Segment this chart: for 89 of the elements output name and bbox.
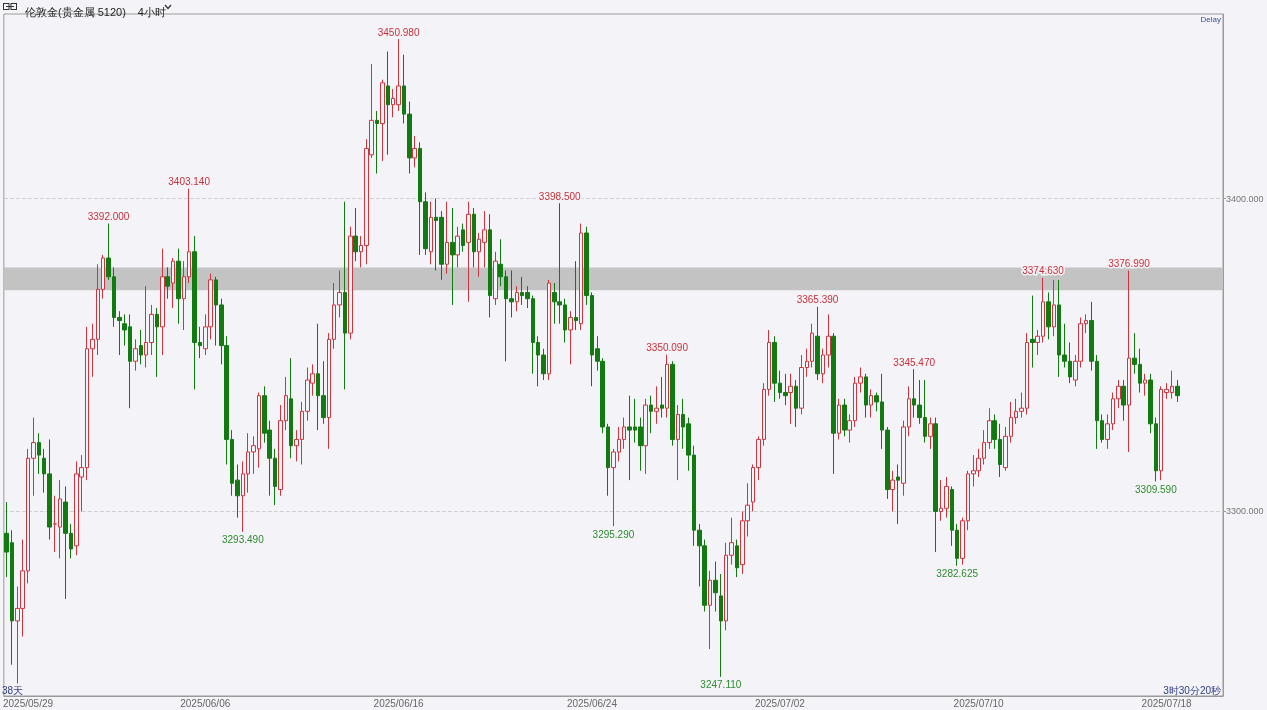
candlestick xyxy=(831,332,836,475)
candlestick xyxy=(933,417,938,553)
candlestick xyxy=(719,573,723,678)
candlestick xyxy=(579,223,583,331)
annotation: 3398.500 xyxy=(538,190,582,202)
candlestick xyxy=(466,201,471,303)
candlestick xyxy=(788,373,793,425)
x-tick-label: 2025/06/24 xyxy=(566,697,618,709)
candlestick xyxy=(171,257,175,309)
candlestick xyxy=(386,51,390,156)
x-tick-label: 2025/06/16 xyxy=(373,697,425,709)
candlestick xyxy=(713,560,718,613)
candlestick xyxy=(708,570,712,650)
annotation: 3403.140 xyxy=(168,176,211,188)
text: Delay xyxy=(1200,14,1221,24)
candlestick xyxy=(864,373,868,419)
candlestick xyxy=(890,470,895,512)
candlestick xyxy=(37,432,41,475)
annotation: 3293.490 xyxy=(221,534,265,546)
chart-subtitle: 4小时 xyxy=(137,5,166,18)
candlestick xyxy=(493,251,498,306)
candlestick xyxy=(665,354,669,419)
annotation: 3365.390 xyxy=(796,294,839,306)
y-tick-label: 3300.000 xyxy=(1226,506,1264,517)
candlestick xyxy=(455,226,460,268)
candlestick xyxy=(165,266,170,300)
candlestick xyxy=(815,306,820,381)
x-tick-label: 2025/07/18 xyxy=(1141,697,1193,709)
annotation: 3345.470 xyxy=(893,356,936,368)
annotation: 3374.630 xyxy=(1022,265,1065,277)
candlestick xyxy=(547,279,551,381)
y-tick-label: 3400.000 xyxy=(1226,193,1264,204)
x-tick-label: 2025/05/29 xyxy=(2,697,54,709)
annotation: 3247.110 xyxy=(700,679,742,691)
candlestick xyxy=(488,213,492,318)
candlestick xyxy=(1046,291,1051,340)
candlestick xyxy=(155,307,159,378)
candlestick xyxy=(348,226,353,340)
chart-title: 伦敦金(贵金属 5120) xyxy=(25,5,126,18)
x-tick-label: 2025/07/02 xyxy=(754,697,806,709)
candlestick xyxy=(472,207,476,268)
candlestick xyxy=(649,395,653,434)
candlestick xyxy=(343,201,347,390)
candlestick xyxy=(896,464,900,525)
annotation: 3450.980 xyxy=(377,26,420,38)
candlestick xyxy=(735,539,739,578)
candlestick xyxy=(654,385,659,425)
annotation: 38天 xyxy=(2,684,24,696)
candlestick xyxy=(1030,295,1035,369)
candlestick xyxy=(515,285,519,312)
candlestick xyxy=(353,207,358,262)
candlestick xyxy=(139,329,143,365)
candlestick xyxy=(660,376,664,419)
annotation: 3282.625 xyxy=(936,568,979,580)
candlestick xyxy=(380,79,385,162)
candlestick xyxy=(412,135,417,168)
candlestick xyxy=(842,398,847,437)
annotation: 3295.290 xyxy=(592,528,635,540)
annotation: 3309.590 xyxy=(1135,483,1178,495)
candlestick xyxy=(928,417,933,450)
candlestick xyxy=(574,260,578,331)
candlestick xyxy=(160,248,165,356)
candlestick xyxy=(461,223,465,253)
candlestick xyxy=(1121,379,1126,422)
annotation: 3时30分20秒 xyxy=(1163,684,1221,696)
candlestick xyxy=(450,207,455,306)
x-tick-label: 2025/07/10 xyxy=(953,697,1005,709)
candlestick xyxy=(794,379,798,428)
candlestick xyxy=(133,338,138,372)
candlestick xyxy=(1175,379,1180,403)
candlestick xyxy=(375,110,379,175)
candlestick xyxy=(869,388,873,419)
candlestick xyxy=(1052,279,1056,337)
annotation: 3376.990 xyxy=(1108,258,1151,270)
candlestick xyxy=(676,404,680,481)
candlestick xyxy=(1127,270,1131,453)
candlestick xyxy=(429,201,433,265)
candlestick xyxy=(1143,373,1147,397)
annotation: 3392.000 xyxy=(87,211,130,223)
candlestick xyxy=(176,248,181,325)
candlestick xyxy=(643,398,648,475)
candlestick xyxy=(568,310,573,365)
annotation: 3350.090 xyxy=(646,342,689,354)
candlestick xyxy=(289,357,293,459)
candlestick xyxy=(670,360,675,447)
candlestick xyxy=(58,479,62,559)
x-tick-label: 2025/06/06 xyxy=(180,697,231,709)
candlestick xyxy=(837,398,841,440)
candlestick xyxy=(445,201,449,275)
